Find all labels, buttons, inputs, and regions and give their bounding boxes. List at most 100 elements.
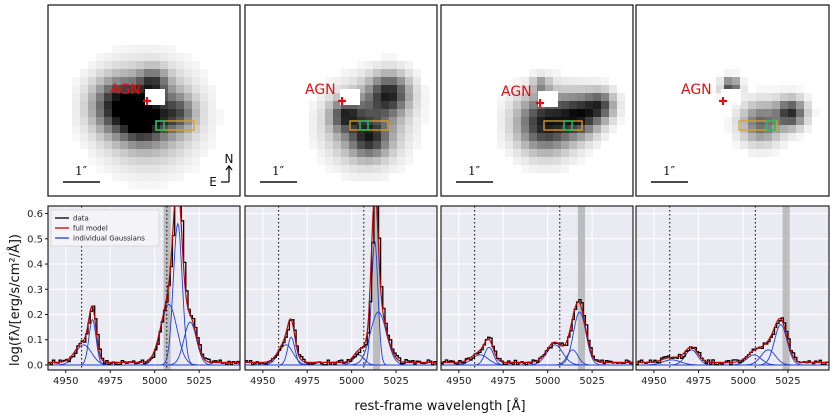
- image-pixel: [756, 149, 764, 157]
- image-pixel: [112, 109, 120, 117]
- image-pixel: [593, 93, 601, 101]
- image-pixel: [168, 101, 176, 109]
- image-pixel: [585, 109, 593, 117]
- image-pixel: [716, 85, 724, 93]
- image-pixel: [104, 165, 112, 173]
- image-pixel: [513, 77, 521, 85]
- image-pixel: [732, 69, 740, 77]
- image-pixel: [88, 109, 96, 117]
- image-pixel: [88, 61, 96, 69]
- image-pixel: [128, 109, 136, 117]
- image-pixel: [309, 101, 317, 109]
- image-pixel: [365, 93, 373, 101]
- image-pixel: [521, 149, 529, 157]
- image-pixel: [389, 117, 397, 125]
- image-pixel: [192, 93, 200, 101]
- image-pixel: [128, 125, 136, 133]
- image-pixel: [152, 157, 160, 165]
- image-pixel: [160, 109, 168, 117]
- image-pixel: [333, 109, 341, 117]
- y-tick-label: 0.5: [27, 234, 43, 245]
- image-pixel: [732, 109, 740, 117]
- image-pixel: [128, 165, 136, 173]
- image-pixel: [421, 93, 429, 101]
- image-pixel: [325, 165, 333, 173]
- image-pixel: [333, 141, 341, 149]
- image-pixel: [764, 109, 772, 117]
- image-pixel: [764, 93, 772, 101]
- image-pixel: [120, 133, 128, 141]
- image-pixel: [764, 141, 772, 149]
- image-pixel: [325, 133, 333, 141]
- gaussian-component: [245, 311, 437, 366]
- image-pixel: [120, 77, 128, 85]
- image-pixel: [144, 109, 152, 117]
- image-pixel: [529, 77, 537, 85]
- image-pixel: [780, 109, 788, 117]
- image-pixel: [413, 85, 421, 93]
- image-pixel: [128, 181, 136, 189]
- image-pixel: [88, 101, 96, 109]
- image-pixel: [593, 101, 601, 109]
- image-pixel: [365, 101, 373, 109]
- image-pixel: [104, 133, 112, 141]
- image-pixel: [577, 93, 585, 101]
- image-pixel: [561, 93, 569, 101]
- image-pixel: [553, 109, 561, 117]
- image-pixel: [72, 85, 80, 93]
- image-pixel: [208, 85, 216, 93]
- image-pixel: [381, 141, 389, 149]
- image-pixel: [144, 141, 152, 149]
- image-pixel: [389, 125, 397, 133]
- image-pixel: [740, 101, 748, 109]
- image-pixel: [72, 133, 80, 141]
- image-pixel: [112, 45, 120, 53]
- image-pixel: [88, 69, 96, 77]
- x-tick-label: 5025: [383, 376, 408, 387]
- image-pixel: [192, 149, 200, 157]
- plot-area: [441, 298, 633, 366]
- image-pixel: [577, 85, 585, 93]
- image-pixel: [405, 133, 413, 141]
- image-pixel: [513, 101, 521, 109]
- image-pixel: [120, 101, 128, 109]
- image-pixel: [333, 93, 341, 101]
- image-pixel: [104, 141, 112, 149]
- image-pixel: [732, 117, 740, 125]
- image-pixel: [184, 157, 192, 165]
- image-pixel: [349, 149, 357, 157]
- image-pixel: [88, 133, 96, 141]
- image-pixel: [112, 85, 120, 93]
- image-pixel: [421, 101, 429, 109]
- image-pixel: [756, 109, 764, 117]
- image-pixel: [72, 77, 80, 85]
- image-pixel: [561, 133, 569, 141]
- y-tick-label: 0.2: [27, 310, 43, 321]
- image-pixel: [521, 157, 529, 165]
- image-pixel: [764, 133, 772, 141]
- image-pixel: [104, 69, 112, 77]
- image-pixel: [772, 133, 780, 141]
- image-pixel: [593, 133, 601, 141]
- image-pixel: [120, 109, 128, 117]
- image-pixel: [112, 93, 120, 101]
- image-pixel: [184, 165, 192, 173]
- x-tick-label: 4975: [490, 376, 515, 387]
- image-pixel: [365, 173, 373, 181]
- image-pixel: [389, 61, 397, 69]
- image-pixel: [136, 117, 144, 125]
- image-pixel: [609, 125, 617, 133]
- image-pixel: [365, 61, 373, 69]
- image-pixel: [96, 157, 104, 165]
- image-pixel: [144, 45, 152, 53]
- x-tick-label: 5000: [535, 376, 560, 387]
- image-pixel: [365, 165, 373, 173]
- image-pixel: [529, 133, 537, 141]
- x-tick-label: 5025: [775, 376, 800, 387]
- image-pixel: [381, 173, 389, 181]
- image-pixel: [405, 141, 413, 149]
- image-pixel: [365, 133, 373, 141]
- image-pixel: [112, 133, 120, 141]
- image-pixel: [381, 157, 389, 165]
- image-pixel: [136, 109, 144, 117]
